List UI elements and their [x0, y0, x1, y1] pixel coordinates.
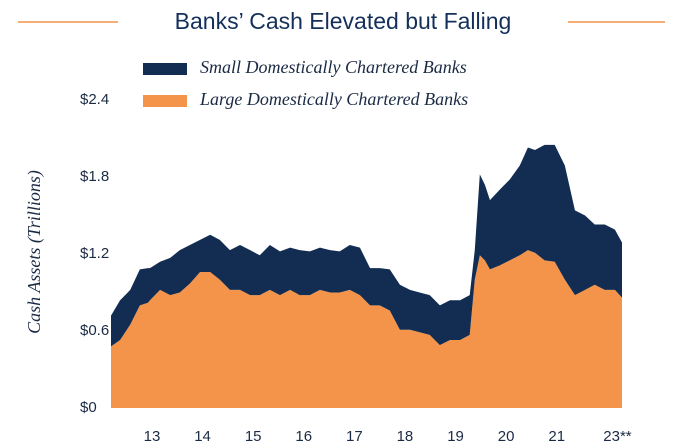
y-tick-label: $0.6: [80, 322, 109, 339]
x-tick-label: 20: [498, 428, 515, 444]
legend-swatch: [143, 95, 187, 107]
legend-label: Small Domestically Chartered Banks: [200, 57, 467, 77]
area: [111, 250, 622, 408]
x-tick-label: 17: [346, 428, 363, 444]
x-tick-label: 19: [447, 428, 464, 444]
x-tick-label: 23**: [603, 428, 632, 444]
y-tick-label: $1.2: [80, 245, 109, 262]
chart-title: Banks’ Cash Elevated but Falling: [175, 8, 512, 34]
y-tick-label: $2.4: [80, 91, 109, 108]
legend-swatch: [143, 63, 187, 75]
y-axis-title: Cash Assets (Trillions): [24, 170, 45, 334]
x-tick-label: 16: [295, 428, 312, 444]
y-tick-label: $1.8: [80, 168, 109, 185]
legend-label: Large Domestically Chartered Banks: [199, 89, 468, 109]
x-tick-label: 21: [548, 428, 565, 444]
area: [111, 144, 622, 347]
x-tick-label: 14: [194, 428, 211, 444]
x-tick-label: 18: [397, 428, 414, 444]
y-tick-label: $0: [80, 399, 97, 416]
x-tick-label: 15: [245, 428, 262, 444]
x-tick-label: 13: [144, 428, 161, 444]
